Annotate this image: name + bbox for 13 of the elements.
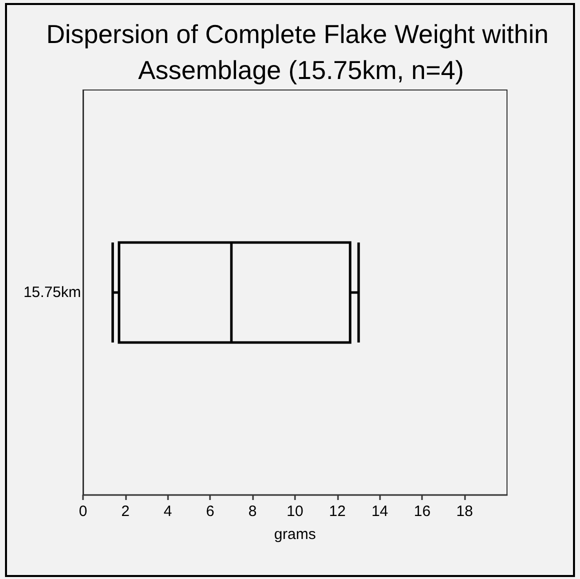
x-tick-label: 2 bbox=[121, 503, 130, 520]
x-tick-label: 12 bbox=[329, 503, 346, 520]
x-tick-label: 14 bbox=[371, 503, 388, 520]
x-tick-label: 0 bbox=[78, 503, 88, 520]
x-axis-title: grams bbox=[274, 526, 316, 543]
x-tick-label: 16 bbox=[414, 503, 431, 520]
x-tick-label: 4 bbox=[164, 503, 172, 520]
x-tick-label: 6 bbox=[206, 503, 214, 520]
x-tick-label: 10 bbox=[286, 503, 304, 520]
x-tick-label: 18 bbox=[456, 503, 473, 520]
y-tick-label: 15.75km bbox=[23, 284, 81, 301]
chart-title: Dispersion of Complete Flake Weight within Assemblage (15.75km, n=4) bbox=[46, 19, 556, 85]
x-tick-label: 8 bbox=[248, 503, 257, 520]
